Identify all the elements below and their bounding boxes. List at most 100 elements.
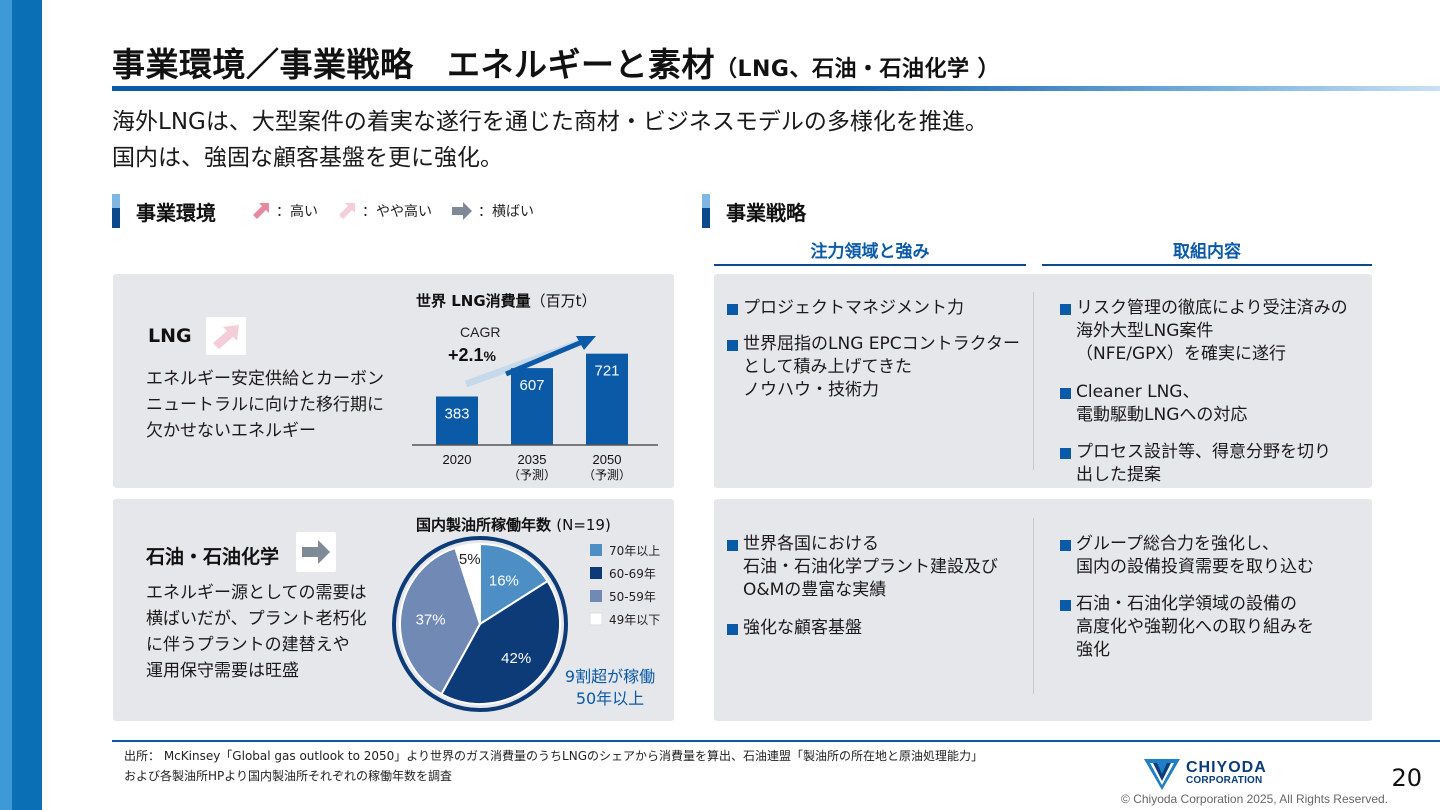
source-line: および各製油所HPより国内製油所それぞれの稼働年数を調査 <box>124 769 453 783</box>
section-marker <box>112 194 120 228</box>
arrow-up-right-icon <box>253 203 269 219</box>
legend-high-label: ：高い <box>276 204 318 220</box>
page-number: 20 <box>1391 764 1422 792</box>
pie-legend-label: 49年以下 <box>609 613 660 627</box>
logo-line-1: CHIYODA <box>1186 759 1267 776</box>
source-line: 出所： McKinsey「Global gas outlook to 2050」… <box>124 749 984 763</box>
logo-line-2: CORPORATION <box>1186 775 1263 786</box>
refinery-chart-title: 国内製油所稼働年数 (N=19) <box>416 514 611 535</box>
bullet-line: ノウハウ・技術力 <box>743 380 879 400</box>
bullet-line: 強化な顧客基盤 <box>743 618 862 638</box>
bullet-line: 強化 <box>1076 640 1110 660</box>
oil-action-item: グループ総合力を強化し、 国内の設備投資需要を取り込む <box>1060 533 1360 579</box>
pie-slice-label: 16% <box>489 573 519 590</box>
legend-somewhat-high: ：やや高い <box>336 200 432 222</box>
arrow-up-right-icon <box>213 325 239 349</box>
lng-trend-badge <box>206 317 246 355</box>
refinery-chart-title-text: 国内製油所稼働年数 <box>416 516 552 534</box>
lng-title: LNG <box>148 325 192 347</box>
bullet-line: プロジェクトマネジメント力 <box>743 298 964 318</box>
lng-description-line: 欠かせないエネルギー <box>146 421 316 441</box>
bullet-line: リスク管理の徹底により受注済みの <box>1076 298 1348 318</box>
bar-value-label: 607 <box>519 377 544 394</box>
lead-line-2: 国内は、強固な顧客基盤を更に強化。 <box>112 145 503 171</box>
page-title: 事業環境／事業戦略 エネルギーと素材（LNG、石油・石油化学 ） <box>112 38 1000 86</box>
column-divider <box>1033 292 1034 470</box>
copyright: © Chiyoda Corporation 2025, All Rights R… <box>1121 792 1388 806</box>
lng-description-line: エネルギー安定供給とカーボン <box>146 369 384 389</box>
lng-action-item: リスク管理の徹底により受注済みの 海外大型LNG案件 （NFE/GPX）を確実に… <box>1060 297 1360 366</box>
oil-description-line: エネルギー源としての需要は <box>146 583 367 603</box>
pie-slice <box>440 579 561 705</box>
bar <box>586 353 628 445</box>
column-head-actions: 取組内容 <box>1173 242 1241 262</box>
bar <box>511 368 553 445</box>
refinery-chart-subtitle: (N=19) <box>556 516 611 534</box>
oil-title: 石油・石油化学 <box>146 546 280 568</box>
pie-slice-label: 5% <box>459 551 481 568</box>
title-rule <box>112 86 1440 91</box>
pie-callout: 50年以上 <box>576 689 644 708</box>
oil-action-item: 石油・石油化学領域の設備の 高度化や強靭化への取り組みを 強化 <box>1060 593 1360 662</box>
legend-flat: ：横ばい <box>450 200 534 222</box>
bullet-line: 世界各国における <box>743 534 879 554</box>
column-head-strengths: 注力領域と強み <box>810 242 930 262</box>
x-tick-label: 2020 <box>443 452 472 467</box>
lng-chart-title: 世界 LNG消費量（百万t） <box>416 290 597 311</box>
bar-value-label: 383 <box>444 405 469 422</box>
x-tick-note: （予測） <box>508 468 556 482</box>
oil-description-line: 横ばいだが、プラント老朽化 <box>146 609 367 629</box>
bullet-line: 海外大型LNG案件 <box>1076 321 1214 341</box>
cagr-arrow-head <box>576 336 596 350</box>
refinery-age-pie-chart: 16% 42% 37% 5% 70年以上 60-69年 50-59年 49年以下 9割超が稼働 5… <box>392 536 660 712</box>
bullet-line: O&Mの豊富な実績 <box>743 580 887 600</box>
lng-strength-item: プロジェクトマネジメント力 <box>727 297 1027 320</box>
legend-high: ：高い <box>250 200 318 222</box>
strategy-section-header: 事業戦略 <box>702 194 806 228</box>
cagr-value: +2.1% <box>448 345 497 365</box>
lng-chart-unit: （百万t） <box>530 292 597 310</box>
pie-legend-swatch <box>590 544 602 556</box>
pie-slice <box>479 542 549 626</box>
lng-strength-item: 世界屈指のLNG EPCコントラクター として積み上げてきた ノウハウ・技術力 <box>727 333 1027 402</box>
company-logo: CHIYODA CORPORATION <box>1142 756 1267 792</box>
lng-description: エネルギー安定供給とカーボン ニュートラルに向けた移行期に 欠かせないエネルギー <box>146 366 384 444</box>
column-rule <box>1042 264 1372 266</box>
bar-value-label: 721 <box>594 363 619 380</box>
source-note: 出所： McKinsey「Global gas outlook to 2050」… <box>124 746 983 786</box>
bullet-line: 電動駆動LNGへの対応 <box>1076 405 1248 425</box>
legend-flat-label: ：横ばい <box>478 204 534 220</box>
bullet-line: 出した提案 <box>1076 465 1161 485</box>
lng-description-line: ニュートラルに向けた移行期に <box>146 395 384 415</box>
env-section-header: 事業環境 ：高い ：やや高い ：横ばい <box>112 194 552 228</box>
page-title-main: 事業環境／事業戦略 エネルギーと素材 <box>112 45 715 84</box>
left-accent-stripe <box>0 0 12 810</box>
pie-legend-label: 50-59年 <box>609 590 656 604</box>
pie-legend-label: 70年以上 <box>609 544 660 558</box>
page-title-sub: （LNG、石油・石油化学 ） <box>715 57 1001 82</box>
bullet-line: グループ総合力を強化し、 <box>1076 534 1279 554</box>
bullet-line: 石油・石油化学プラント建設及び <box>743 557 998 577</box>
env-section-label: 事業環境 <box>136 200 216 225</box>
x-tick-label: 2035 <box>518 452 547 467</box>
oil-strength-item: 世界各国における 石油・石油化学プラント建設及び O&Mの豊富な実績 <box>727 533 1027 602</box>
oil-strategy-panel <box>714 499 1372 721</box>
trend-legend: ：高い ：やや高い ：横ばい <box>250 200 552 222</box>
lng-chart-title-text: 世界 LNG消費量 <box>416 292 531 310</box>
pie-slice-label: 37% <box>416 611 446 628</box>
logo-wordmark: CHIYODA CORPORATION <box>1186 759 1267 787</box>
arrow-right-icon <box>452 202 472 220</box>
x-tick-label: 2050 <box>593 452 622 467</box>
pie-slice <box>399 546 482 696</box>
column-divider <box>1033 518 1034 694</box>
bullet-line: 国内の設備投資需要を取り込む <box>1076 557 1314 577</box>
oil-description-line: に伴うプラントの建替えや <box>146 635 350 655</box>
bullet-line: として積み上げてきた <box>743 357 912 377</box>
chiyoda-mark-icon <box>1144 759 1180 790</box>
bullet-line: （NFE/GPX）を確実に遂行 <box>1076 344 1287 364</box>
pie-callout: 9割超が稼働 <box>565 667 655 686</box>
legend-somewhat-high-label: ：やや高い <box>362 204 432 220</box>
bullet-line: プロセス設計等、得意分野を切り <box>1076 442 1331 462</box>
pie-legend-label: 60-69年 <box>609 567 656 581</box>
pie-slice-label: 42% <box>501 650 531 667</box>
